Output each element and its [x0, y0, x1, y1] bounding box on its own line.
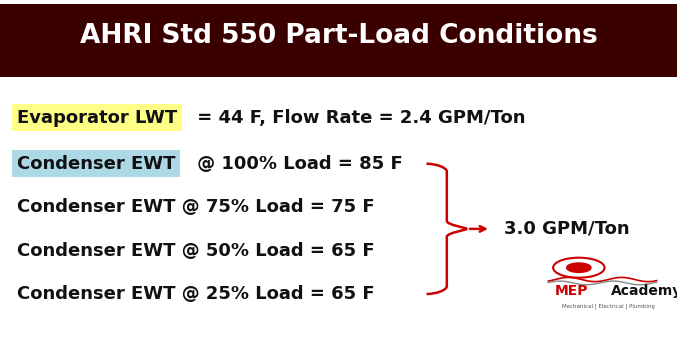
Text: Academy: Academy — [611, 284, 677, 298]
Text: Evaporator LWT: Evaporator LWT — [17, 109, 177, 127]
Circle shape — [567, 263, 591, 272]
Text: = 44 F, Flow Rate = 2.4 GPM/Ton: = 44 F, Flow Rate = 2.4 GPM/Ton — [191, 109, 525, 127]
Text: Condenser EWT @ 50% Load = 65 F: Condenser EWT @ 50% Load = 65 F — [17, 241, 374, 260]
Text: 3.0 GPM/Ton: 3.0 GPM/Ton — [504, 220, 630, 238]
Text: MEP: MEP — [555, 284, 588, 298]
Text: @ 100% Load = 85 F: @ 100% Load = 85 F — [191, 155, 403, 173]
Text: Mechanical | Electrical | Plumbing: Mechanical | Electrical | Plumbing — [562, 303, 655, 309]
Text: AHRI Std 550 Part-Load Conditions: AHRI Std 550 Part-Load Conditions — [80, 23, 597, 50]
Text: Condenser EWT @ 75% Load = 75 F: Condenser EWT @ 75% Load = 75 F — [17, 198, 374, 216]
Text: Condenser EWT: Condenser EWT — [17, 155, 175, 173]
Text: Condenser EWT @ 25% Load = 65 F: Condenser EWT @ 25% Load = 65 F — [17, 285, 374, 303]
